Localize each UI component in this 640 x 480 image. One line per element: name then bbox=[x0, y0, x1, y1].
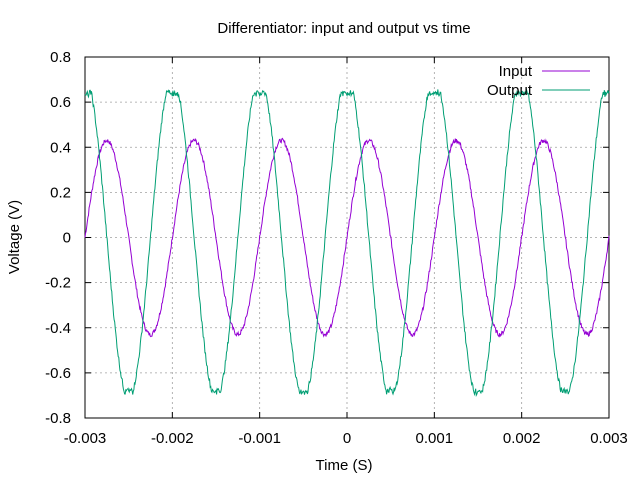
y-tick-label: 0.8 bbox=[50, 49, 71, 66]
x-tick-label: 0 bbox=[343, 430, 351, 447]
x-tick-label: 0.003 bbox=[590, 430, 628, 447]
y-tick-label: 0 bbox=[63, 230, 71, 247]
legend-label-input: Input bbox=[499, 63, 533, 80]
legend: Input Output bbox=[487, 63, 590, 99]
series-line-output bbox=[84, 87, 610, 397]
chart-title: Differentiator: input and output vs time bbox=[217, 20, 470, 37]
y-tick-label: 0.2 bbox=[50, 184, 71, 201]
legend-label-output: Output bbox=[487, 82, 533, 99]
x-tick-label: 0.001 bbox=[416, 430, 454, 447]
y-axis-label: Voltage (V) bbox=[6, 200, 23, 274]
x-tick-label: -0.003 bbox=[64, 430, 107, 447]
y-tick-label: 0.6 bbox=[50, 94, 71, 111]
x-tick-label: -0.002 bbox=[151, 430, 194, 447]
y-tick-label: -0.8 bbox=[45, 410, 71, 427]
series-group bbox=[84, 87, 610, 397]
x-tick-label: 0.002 bbox=[503, 430, 541, 447]
y-tick-label: -0.4 bbox=[45, 320, 71, 337]
y-tick-label: 0.4 bbox=[50, 139, 71, 156]
series-line-input bbox=[84, 137, 610, 338]
y-tick-label: -0.2 bbox=[45, 275, 71, 292]
x-tick-label: -0.001 bbox=[238, 430, 281, 447]
x-axis: -0.003 -0.002 -0.001 0 0.001 0.002 0.003 bbox=[64, 57, 628, 447]
y-axis: -0.8 -0.6 -0.4 -0.2 0 0.2 0.4 0.6 0.8 bbox=[45, 49, 609, 427]
y-tick-label: -0.6 bbox=[45, 365, 71, 382]
x-axis-label: Time (S) bbox=[316, 457, 373, 474]
